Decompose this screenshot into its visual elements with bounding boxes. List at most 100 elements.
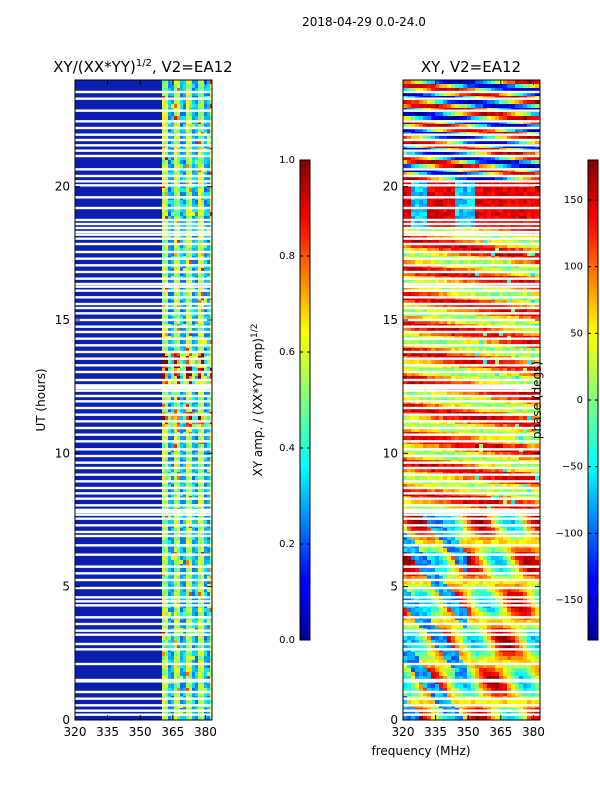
phase-cell xyxy=(439,188,444,193)
amplitude-cell xyxy=(182,84,187,89)
amplitude-cell xyxy=(173,240,178,245)
amplitude-cell xyxy=(173,444,178,449)
phase-cell xyxy=(523,304,528,309)
amplitude-cell xyxy=(203,212,208,217)
amplitude-cell xyxy=(164,308,169,313)
phase-cell xyxy=(499,192,504,197)
phase-cell xyxy=(495,208,500,213)
phase-cell xyxy=(427,280,432,285)
amplitude-cell xyxy=(200,576,205,581)
phase-cell xyxy=(483,136,488,141)
phase-cell xyxy=(491,172,496,177)
amplitude-cell xyxy=(188,688,193,693)
phase-cell xyxy=(467,248,472,253)
phase-cell xyxy=(423,156,428,161)
amplitude-cell xyxy=(203,376,208,381)
amplitude-cell xyxy=(197,100,202,105)
phase-cell xyxy=(507,200,512,205)
amplitude-cell xyxy=(197,152,202,157)
phase-cell xyxy=(459,100,464,105)
amplitude-cell xyxy=(182,128,187,133)
phase-cell xyxy=(411,136,416,141)
phase-cell xyxy=(535,100,540,105)
amplitude-cell xyxy=(161,224,166,229)
amplitude-cell xyxy=(200,200,205,205)
amplitude-cell xyxy=(194,700,199,705)
phase-cell xyxy=(451,280,456,285)
amplitude-cell xyxy=(191,348,196,353)
phase-cell xyxy=(475,252,480,257)
phase-cell xyxy=(431,192,436,197)
amplitude-cell xyxy=(161,124,166,129)
amplitude-cell xyxy=(185,320,190,325)
phase-cell xyxy=(427,228,432,233)
phase-cell xyxy=(459,124,464,129)
phase-cell xyxy=(511,164,516,169)
phase-cell xyxy=(531,252,536,257)
phase-cell xyxy=(439,152,444,157)
phase-cell xyxy=(471,272,476,277)
phase-cell xyxy=(475,272,480,277)
phase-cell xyxy=(451,216,456,221)
phase-cell xyxy=(463,100,468,105)
phase-cell xyxy=(479,128,484,133)
colorbar-tick-label: 0.0 xyxy=(279,635,295,646)
amplitude-cell xyxy=(173,348,178,353)
phase-cell xyxy=(427,188,432,193)
amplitude-cell xyxy=(200,124,205,129)
flagged-row xyxy=(75,517,212,520)
phase-cell xyxy=(519,112,524,117)
phase-cell xyxy=(451,320,456,325)
amplitude-cell xyxy=(161,372,166,377)
amplitude-cell xyxy=(197,396,202,401)
amplitude-cell xyxy=(209,424,212,429)
flagged-row xyxy=(75,504,212,507)
phase-cell xyxy=(499,260,504,265)
amplitude-cell xyxy=(176,700,181,705)
amplitude-cell xyxy=(188,672,193,677)
phase-cell xyxy=(447,224,452,229)
amplitude-cell xyxy=(164,360,169,365)
phase-cell xyxy=(451,160,456,165)
flagged-row xyxy=(75,168,212,171)
flagged-row xyxy=(75,196,212,199)
amplitude-cell xyxy=(170,224,175,229)
phase-cell xyxy=(471,248,476,253)
amplitude-cell xyxy=(197,656,202,661)
phase-cell xyxy=(411,220,416,225)
phase-cell xyxy=(407,136,412,141)
phase-cell xyxy=(447,268,452,273)
phase-cell xyxy=(419,240,424,245)
phase-cell xyxy=(443,220,448,225)
phase-cell xyxy=(495,88,500,93)
amplitude-cell xyxy=(188,272,193,277)
phase-cell xyxy=(511,100,516,105)
phase-cell xyxy=(431,104,436,109)
phase-cell xyxy=(523,156,528,161)
amplitude-cell xyxy=(209,104,212,109)
phase-cell xyxy=(511,92,516,97)
phase-cell xyxy=(415,316,420,321)
amplitude-cell xyxy=(203,452,208,457)
amplitude-cell xyxy=(164,372,169,377)
amplitude-cell xyxy=(176,568,181,573)
phase-cell xyxy=(423,252,428,257)
amplitude-cell xyxy=(185,156,190,161)
amplitude-cell xyxy=(197,684,202,689)
phase-cell xyxy=(515,272,520,277)
amplitude-cell xyxy=(164,592,169,597)
amplitude-cell xyxy=(176,152,181,157)
x-tick-label: 335 xyxy=(96,725,119,739)
phase-cell xyxy=(459,140,464,145)
amplitude-cell xyxy=(194,456,199,461)
amplitude-cell xyxy=(164,84,169,89)
phase-cell xyxy=(479,216,484,221)
phase-cell xyxy=(451,304,456,309)
amplitude-cell xyxy=(182,348,187,353)
phase-cell xyxy=(515,172,520,177)
amplitude-cell xyxy=(167,372,172,377)
amplitude-cell xyxy=(176,280,181,285)
phase-cell xyxy=(403,172,408,177)
phase-cell xyxy=(483,80,488,85)
phase-cell xyxy=(531,280,536,285)
